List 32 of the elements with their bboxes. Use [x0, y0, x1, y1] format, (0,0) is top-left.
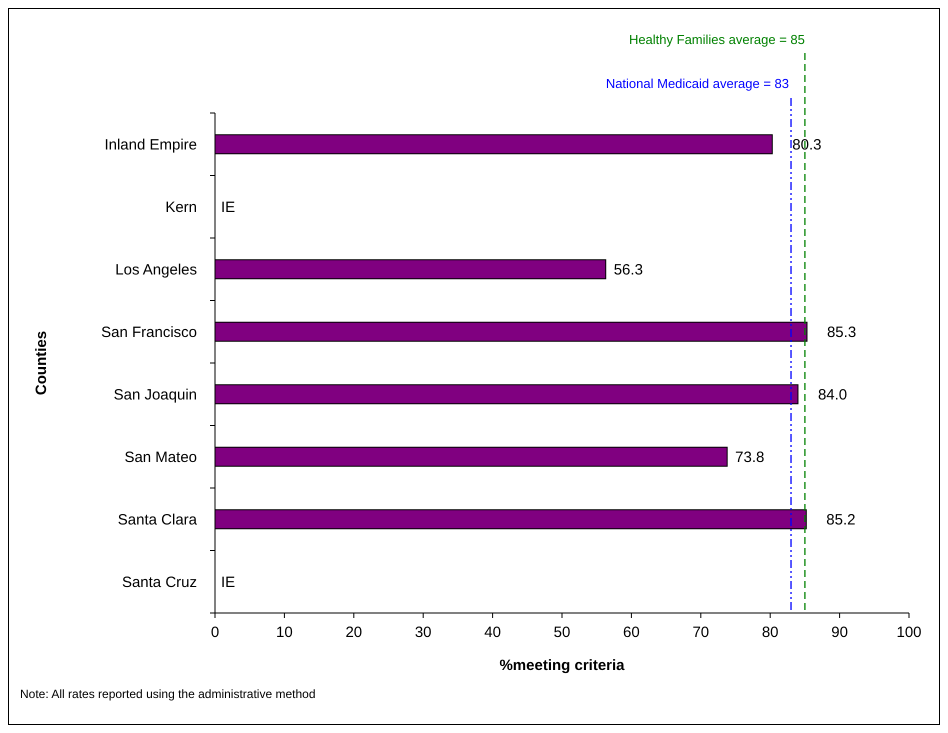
data-label: 80.3 [792, 136, 822, 154]
y-tick-label: Kern [165, 199, 197, 216]
x-tick-label: 70 [692, 624, 710, 641]
x-tick-label: 40 [484, 624, 501, 641]
data-label: 84.0 [818, 386, 848, 404]
ref-line-label: Healthy Families average = 85 [628, 32, 805, 47]
text: IE [221, 199, 236, 216]
y-tick-label: Santa Cruz [122, 574, 197, 591]
ref-line-label: National Medicaid average = 83 [606, 76, 790, 91]
text: IE [221, 574, 236, 591]
y-tick-label: San Mateo [124, 449, 197, 466]
x-tick-label: 80 [762, 624, 779, 641]
y-tick-label: Inland Empire [104, 136, 197, 154]
x-tick-label: 10 [276, 624, 293, 641]
x-tick-label: 30 [414, 624, 432, 641]
y-axis-title: Counties [33, 330, 50, 396]
x-axis-title: %meeting criteria [499, 657, 626, 674]
x-tick-label: 50 [554, 624, 570, 641]
y-tick-label: San Francisco [101, 324, 197, 341]
x-tick-label: 20 [345, 624, 362, 641]
x-tick-label: 60 [623, 624, 640, 641]
x-tick-label: 90 [831, 624, 848, 641]
data-label: 85.2 [826, 512, 856, 528]
data-label: 73.8 [735, 449, 764, 466]
data-label: 85.3 [826, 324, 856, 341]
data-label: 56.3 [614, 262, 643, 278]
x-tick-label: 0 [210, 624, 220, 641]
y-tick-label: Santa Clara [118, 512, 198, 528]
x-tick-label: 100 [896, 624, 922, 641]
y-tick-label: San Joaquin [114, 386, 197, 404]
y-tick-label: Los Angeles [115, 262, 197, 278]
text: Note: All rates reported using the administrative method [20, 687, 316, 701]
